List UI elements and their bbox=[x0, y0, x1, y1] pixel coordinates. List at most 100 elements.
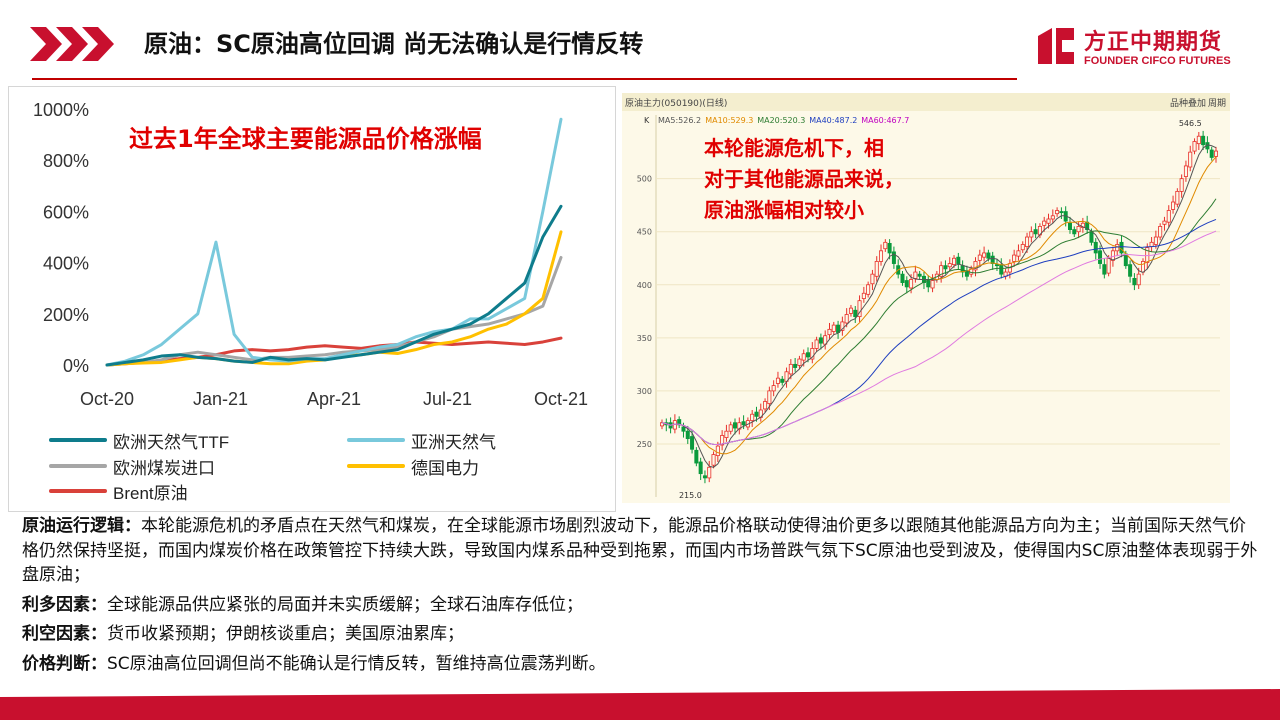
candle-body bbox=[887, 242, 892, 254]
legend-swatch-power bbox=[347, 464, 405, 468]
annotation-line: 本轮能源危机下，相 bbox=[704, 136, 884, 160]
series-line-0 bbox=[105, 204, 563, 367]
candle-body bbox=[844, 314, 849, 324]
chart-header-period: 周期 bbox=[1208, 98, 1226, 109]
legend-item-ttf: 欧洲天然气TTF bbox=[49, 429, 230, 452]
paragraph-label: 原油运行逻辑： bbox=[22, 516, 141, 536]
candle-body bbox=[754, 411, 759, 417]
ma-line-40 bbox=[661, 219, 1217, 445]
legend-swatch-asia-gas bbox=[347, 438, 405, 442]
candle-body bbox=[694, 449, 699, 464]
candle-body bbox=[711, 454, 716, 466]
candle-body bbox=[775, 377, 780, 384]
candle-body bbox=[797, 358, 802, 366]
footer-bar bbox=[0, 689, 1280, 720]
candle-body bbox=[1196, 135, 1201, 145]
ma-label: MA10:529.3 bbox=[705, 116, 753, 125]
energy-price-chart-panel: 0% 200% 400% 600% 800% 1000% Oct-20 Jan-21 Apr-2… bbox=[8, 86, 616, 512]
candle-body bbox=[750, 413, 755, 422]
candle-body bbox=[848, 307, 853, 314]
candle-body bbox=[724, 430, 729, 438]
candle-body bbox=[874, 261, 879, 277]
paragraph-text: 全球能源品供应紧张的局面并未实质缓解；全球石油库存低位； bbox=[107, 594, 583, 615]
candle-body bbox=[806, 352, 811, 358]
candle-body bbox=[780, 378, 785, 383]
ma-label-k: K bbox=[644, 116, 650, 125]
candle-body bbox=[964, 271, 969, 277]
x-tick-label: Jul-21 bbox=[423, 389, 472, 409]
y-tick-label: 500 bbox=[637, 175, 652, 184]
candle-body bbox=[728, 424, 733, 432]
candle-body bbox=[947, 263, 952, 268]
candle-body bbox=[866, 284, 871, 295]
candle-body bbox=[698, 461, 703, 475]
candle-body bbox=[956, 256, 961, 264]
legend-label-power: 德国电力 bbox=[411, 458, 479, 478]
legend-label-ttf: 欧洲天然气TTF bbox=[113, 432, 230, 452]
candle-body bbox=[818, 337, 823, 344]
candle-body bbox=[973, 261, 978, 271]
x-tick-label: Apr-21 bbox=[307, 389, 361, 409]
candle-body bbox=[831, 324, 836, 332]
candle-body bbox=[1033, 229, 1038, 235]
candle-body bbox=[1102, 264, 1107, 275]
candle-body bbox=[904, 280, 909, 288]
y-tick-label: 350 bbox=[637, 334, 652, 343]
candlestick-annotation: 本轮能源危机下，相 对于其他能源品来说， 原油涨幅相对较小 bbox=[704, 133, 964, 226]
candle-body bbox=[788, 363, 793, 375]
candle-body bbox=[977, 254, 982, 261]
candle-body bbox=[1201, 135, 1206, 146]
candle-body bbox=[994, 264, 999, 267]
candle-body bbox=[986, 252, 991, 259]
candle-body bbox=[891, 251, 896, 264]
candle-body bbox=[1209, 149, 1214, 158]
slide-title: 原油：SC原油高位回调 尚无法确认是行情反转 bbox=[144, 30, 644, 58]
candle-body bbox=[1183, 165, 1188, 177]
paragraph-text: 本轮能源危机的矛盾点在天然气和煤炭，在全球能源市场剧烈波动下，能源品价格联动使得… bbox=[22, 516, 1258, 585]
candle-body bbox=[861, 292, 866, 299]
y-tick-label: 450 bbox=[637, 228, 652, 237]
candle-body bbox=[1110, 250, 1115, 261]
y-tick-label: 300 bbox=[637, 387, 652, 396]
candle-body bbox=[917, 273, 922, 277]
candle-body bbox=[715, 445, 720, 457]
candle-body bbox=[1093, 241, 1098, 254]
y-tick-label: 400% bbox=[43, 254, 89, 274]
ma-line-10 bbox=[661, 156, 1217, 455]
company-logo: 方正中期期货 FOUNDER CIFCO FUTURES bbox=[1034, 24, 1254, 72]
sc-crude-candlestick-chart: 原油主力(050190)(日线) 品种叠加 周期 K MA5:526.2 MA10:529… bbox=[622, 93, 1230, 500]
candle-body bbox=[1042, 220, 1047, 226]
legend-swatch-ttf bbox=[49, 438, 107, 442]
y-tick-label: 250 bbox=[637, 440, 652, 449]
paragraph-label: 利空因素： bbox=[22, 624, 107, 644]
candle-body bbox=[857, 300, 862, 318]
candle-body bbox=[767, 390, 772, 405]
annotation-line: 原油涨幅相对较小 bbox=[704, 198, 864, 222]
candle-body bbox=[939, 265, 944, 277]
legend-swatch-coal bbox=[49, 464, 107, 468]
candle-body bbox=[720, 435, 725, 446]
legend-label-asia-gas: 亚洲天然气 bbox=[411, 432, 496, 452]
paragraph-label: 价格判断： bbox=[22, 653, 107, 674]
candle-body bbox=[1153, 236, 1158, 245]
legend-swatch-brent bbox=[49, 489, 107, 493]
logo-text-en: FOUNDER CIFCO FUTURES bbox=[1084, 55, 1231, 67]
candle-body bbox=[1158, 226, 1163, 238]
series-line-1 bbox=[105, 117, 563, 367]
chart-header-overlay: 品种叠加 bbox=[1170, 97, 1206, 109]
logo-text-cn: 方正中期期货 bbox=[1084, 30, 1223, 55]
candle-body bbox=[1055, 210, 1060, 215]
candle-body bbox=[707, 466, 712, 479]
y-tick-label: 1000% bbox=[33, 100, 89, 120]
ma-line-20 bbox=[661, 198, 1217, 445]
candle-body bbox=[690, 436, 695, 450]
y-tick-label: 400 bbox=[637, 281, 652, 290]
paragraph-judgement: 价格判断：SC原油高位回调但尚不能确认是行情反转，暂维持高位震荡判断。 bbox=[22, 652, 1262, 677]
candle-body bbox=[1080, 222, 1085, 228]
x-tick-label: Oct-20 bbox=[80, 389, 134, 409]
candle-body bbox=[733, 422, 738, 429]
candle-body bbox=[900, 273, 905, 284]
candle-body bbox=[926, 280, 931, 288]
candle-body bbox=[1076, 226, 1081, 233]
annotation-line: 对于其他能源品来说， bbox=[704, 167, 904, 191]
